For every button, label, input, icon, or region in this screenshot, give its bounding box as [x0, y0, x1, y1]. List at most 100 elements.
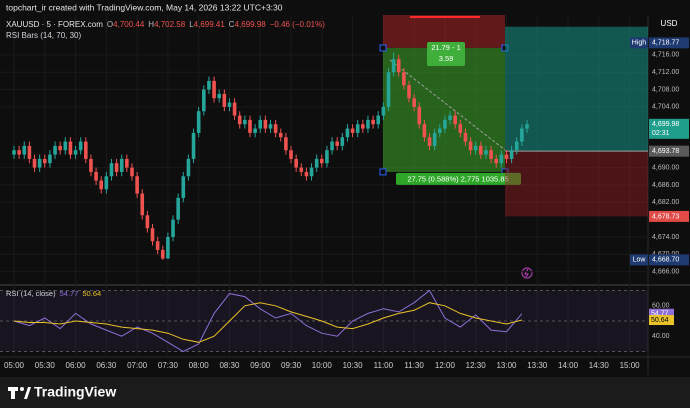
x-tick-label: 13:00 [496, 361, 517, 370]
candle-body [458, 124, 463, 133]
candle-body [207, 80, 211, 90]
rsi-legend-value: 50.64 [82, 289, 101, 298]
candle-body [104, 176, 109, 190]
y-tick-label: 4,708.00 [652, 86, 679, 93]
x-tick-label: 14:00 [558, 361, 579, 370]
y-tick-label: 4,682.00 [652, 199, 679, 206]
candle-body [114, 163, 119, 172]
price-label: 4,699.98 [652, 121, 679, 128]
candle-body [335, 141, 339, 146]
candle-body [304, 171, 309, 177]
candle-body [437, 128, 442, 133]
y-tick-label: 4,712.00 [652, 69, 679, 76]
candle-body [499, 154, 504, 164]
candle-body [37, 158, 42, 168]
price-tag: Low [633, 257, 647, 264]
x-tick-label: 08:00 [189, 361, 210, 370]
candle-body [63, 141, 68, 151]
candle-body [186, 158, 191, 177]
stop-zone [505, 151, 648, 217]
candle-body [253, 128, 257, 133]
candle-body [330, 141, 334, 151]
candle-body [73, 150, 78, 155]
x-tick-label: 12:00 [435, 361, 456, 370]
price-label: 4,668.70 [652, 257, 679, 264]
x-tick-label: 11:30 [404, 361, 424, 370]
ruler-handle[interactable] [379, 168, 387, 176]
candle-body [227, 102, 232, 107]
rsi-value-box [649, 308, 674, 319]
candle-body [366, 119, 370, 129]
price-label: 4,678.73 [652, 213, 679, 220]
candle-body [48, 154, 52, 164]
candle-body [237, 115, 242, 125]
x-tick-label: 10:00 [312, 361, 333, 370]
price-tag-box [630, 254, 648, 266]
candle-body [42, 158, 47, 164]
y-tick-label: 4,686.00 [652, 182, 679, 189]
candle-body [443, 119, 447, 129]
symbol: XAUUSD · 5 · FOREX.com [6, 20, 103, 29]
ruler-handle[interactable] [379, 44, 387, 52]
footer-brand: TradingView [34, 384, 116, 400]
candle-body [520, 128, 524, 142]
candle-body [294, 158, 298, 168]
ohlc-value: 4,699.41 [194, 20, 226, 29]
candle-body [361, 124, 365, 129]
candle-body [278, 132, 283, 138]
ohlc-value: 4,699.98 [235, 20, 267, 29]
x-tick-label: 05:00 [4, 361, 25, 370]
candle-body [155, 241, 160, 250]
price-label: 4,718.77 [652, 40, 679, 47]
candle-body [422, 124, 427, 138]
candle-body [176, 197, 180, 220]
rsi-value-label: 54.77 [651, 311, 669, 318]
candle-body [94, 171, 98, 181]
candle-body [463, 132, 468, 142]
price-label: 4,693.78 [652, 148, 679, 155]
candle-body [58, 145, 62, 151]
candle-body [130, 167, 134, 177]
candle-body [217, 93, 221, 99]
candle-body [78, 141, 83, 151]
price-label-box [649, 118, 689, 139]
candle-body [125, 158, 129, 168]
x-tick-label: 09:30 [281, 361, 302, 370]
x-tick-label: 07:00 [127, 361, 148, 370]
candle-body [509, 150, 514, 159]
ohlc-value: O [107, 20, 113, 29]
candle-body [248, 119, 252, 133]
candle-body [299, 167, 304, 172]
candle-body [402, 72, 406, 86]
candle-body [371, 119, 375, 125]
candle-body [268, 124, 273, 129]
candle-body [448, 115, 452, 120]
price-label-box [649, 145, 689, 157]
candle-body [232, 102, 237, 116]
candle-body [202, 89, 206, 112]
candle-body [514, 141, 519, 151]
x-tick-label: 13:30 [527, 361, 548, 370]
candle-body [273, 124, 278, 133]
candle-body [386, 72, 391, 107]
ohlc-value: 4,702.58 [154, 20, 186, 29]
candle-body [340, 137, 345, 146]
candle-body [160, 249, 165, 259]
candle-body [314, 158, 319, 168]
candle-body [89, 158, 93, 172]
rsi-legend: RSI (14, close) 54.77 50.64 [6, 289, 101, 298]
alert-icon[interactable] [521, 267, 533, 279]
ruler-label: 3.59 [439, 54, 454, 63]
candle-body [309, 167, 314, 177]
x-tick-label: 08:30 [219, 361, 240, 370]
ruler-label: 21.79 - 1 [431, 43, 461, 52]
footer-bar [0, 377, 690, 408]
currency: USD [661, 19, 678, 28]
y-tick-label: 4,716.00 [652, 52, 679, 59]
ohlc-value: C [229, 20, 235, 29]
candle-body [145, 215, 150, 229]
target-zone [505, 26, 648, 152]
x-tick-label: 06:00 [66, 361, 87, 370]
y-tick-label: 4,704.00 [652, 104, 679, 111]
